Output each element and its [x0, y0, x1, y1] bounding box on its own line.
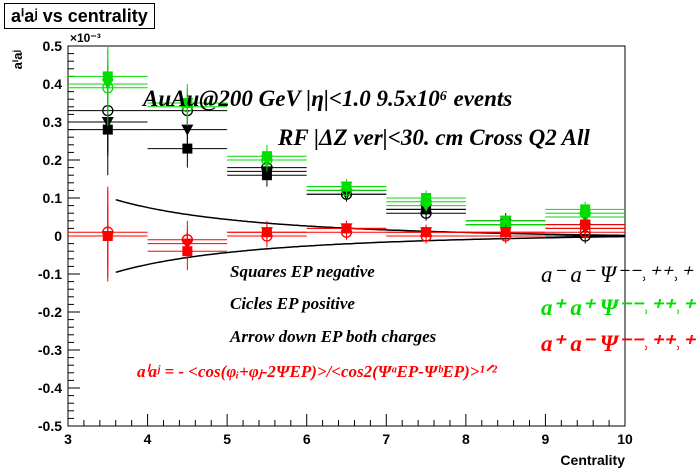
pp_tri-point: [499, 215, 512, 227]
pp_tri-point: [340, 181, 353, 193]
events-annotation: AuAu@200 GeV |η|<1.0 9.5x10⁶ events: [143, 86, 513, 111]
markers-group: [68, 46, 625, 282]
mm_sq-point: [182, 143, 193, 154]
lower-curve: [115, 235, 625, 274]
pp_tri-point: [101, 79, 114, 90]
y-tick-label: -0.2: [38, 304, 62, 320]
y-tick-label: 0: [54, 228, 62, 244]
pm_tri-point: [181, 238, 194, 250]
formula-note: aⁱaʲ = - <cos(φᵢ+φⱼ-2ΨEP)>/<cos2(ΨᵃEP-Ψᵇ…: [137, 362, 497, 381]
x-tick-label: 9: [542, 431, 550, 447]
x-tick-label: 3: [64, 431, 72, 447]
pm_tri-point: [260, 227, 273, 239]
pm_tri-point: [340, 223, 353, 235]
y-tick-label: 0.2: [43, 152, 63, 168]
plot-title: aⁱaʲ vs centrality: [4, 3, 155, 29]
y-tick-label: -0.4: [38, 380, 62, 396]
cuts-annotation: RF |ΔZ ver|<30. cm Cross Q2 All: [278, 125, 590, 150]
pp_tri-point: [260, 155, 273, 166]
x-tick-label: 4: [144, 431, 152, 447]
y-tick-label: -0.5: [38, 418, 62, 434]
x-axis-label: Centrality: [560, 452, 625, 468]
pm_tri-point: [101, 231, 114, 242]
pm_tri-point: [499, 227, 512, 239]
y-axis-label: aⁱaʲ: [10, 50, 25, 69]
upper-curve: [115, 198, 625, 237]
pp_tri-point: [420, 200, 433, 212]
mm_tri-point: [260, 166, 273, 178]
x-tick-label: 7: [382, 431, 390, 447]
arrows-note: Arrow down EP both charges: [230, 327, 437, 346]
squares-note: Squares EP negative: [230, 262, 375, 281]
circles-note: Cicles EP positive: [230, 294, 355, 313]
x-tick-label: 6: [303, 431, 311, 447]
y-tick-label: 0.4: [43, 76, 63, 92]
x-tick-label: 5: [223, 431, 231, 447]
y-tick-label: -0.3: [38, 342, 62, 358]
pm_tri-point: [579, 223, 592, 235]
y-tick-label: -0.1: [38, 266, 62, 282]
legend-pm: a⁺ a⁻ Ψ⁻⁻˒⁺⁺˒⁺⁻: [541, 331, 696, 356]
legend-pp: a⁺ a⁺ Ψ⁻⁻˒⁺⁺˒⁺⁻: [541, 295, 696, 320]
pp_tri-point: [181, 98, 194, 109]
y-tick-label: 0.5: [43, 38, 63, 54]
y-scale-label: ×10⁻³: [70, 31, 101, 45]
pm_tri-point: [420, 227, 433, 239]
curves-group: [115, 198, 625, 274]
legend-mm: a⁻ a⁻ Ψ⁻⁻˒⁺⁺˒⁺⁻: [541, 262, 696, 287]
x-tick-label: 8: [462, 431, 470, 447]
x-tick-label: 10: [617, 431, 633, 447]
y-tick-label: 0.3: [43, 114, 63, 130]
y-tick-label: 0.1: [43, 190, 63, 206]
mm_tri-point: [181, 124, 194, 136]
